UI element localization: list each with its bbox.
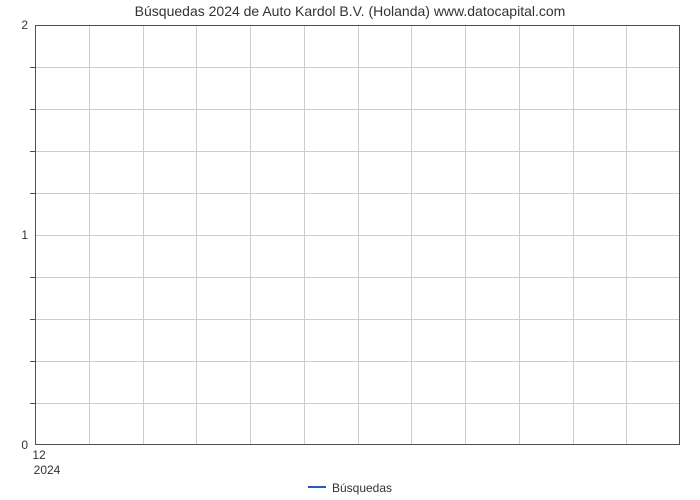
legend-swatch: [308, 486, 326, 488]
y-axis-minor-tick: [30, 151, 35, 152]
y-axis-tick-label: 1: [21, 228, 28, 242]
x-axis-tick-label: 12: [32, 448, 45, 462]
plot-border: [35, 25, 680, 445]
y-axis-minor-tick: [30, 361, 35, 362]
y-axis-tick-label: 2: [21, 18, 28, 32]
y-axis-minor-tick: [30, 277, 35, 278]
legend: Búsquedas: [0, 480, 700, 495]
y-axis-minor-tick: [30, 403, 35, 404]
legend-label: Búsquedas: [332, 481, 392, 495]
chart-title: Búsquedas 2024 de Auto Kardol B.V. (Hola…: [0, 3, 700, 19]
y-axis-minor-tick: [30, 319, 35, 320]
y-axis-minor-tick: [30, 193, 35, 194]
plot-area: 012122024: [35, 25, 680, 445]
y-axis-tick-label: 0: [21, 438, 28, 452]
y-axis-minor-tick: [30, 67, 35, 68]
y-axis-minor-tick: [30, 109, 35, 110]
x-axis-year-label: 2024: [34, 463, 61, 477]
